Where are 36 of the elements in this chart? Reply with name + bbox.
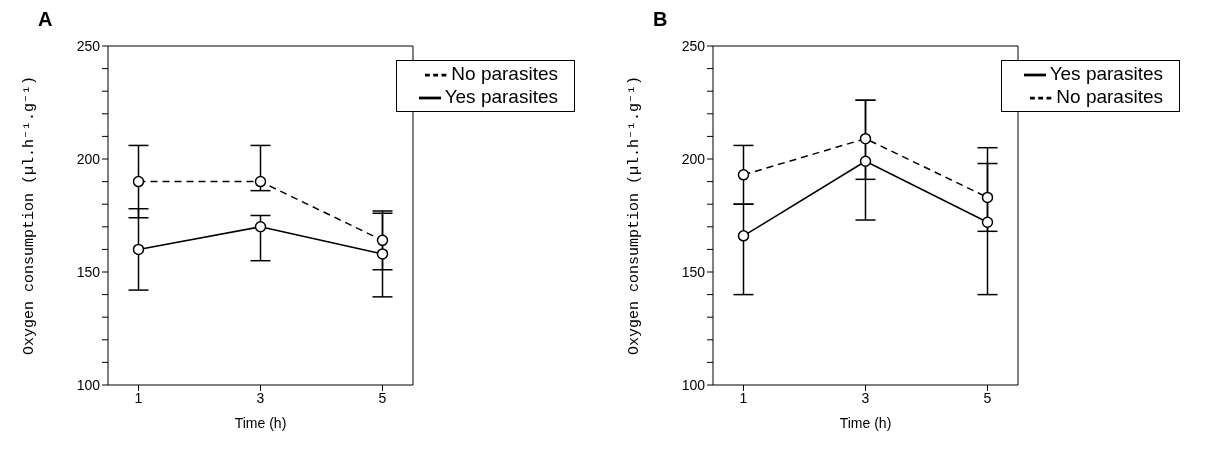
chart-title: A xyxy=(38,8,54,30)
chart-title: B xyxy=(653,8,669,30)
y-tick-label: 150 xyxy=(681,263,706,280)
point xyxy=(254,175,267,188)
point xyxy=(859,132,872,145)
x-tick-label: 1 xyxy=(134,389,143,406)
y-tick-label: 250 xyxy=(681,37,706,54)
point xyxy=(132,243,145,256)
point xyxy=(737,169,750,181)
point xyxy=(737,230,750,242)
legend-label: Yes parasites xyxy=(444,85,558,107)
x-axis-title: Time (h) xyxy=(234,415,287,431)
y-tick-label: 100 xyxy=(76,376,101,393)
y-tick-label: 200 xyxy=(76,150,101,167)
y-tick-label: 150 xyxy=(76,263,101,280)
y-tick-label: 100 xyxy=(681,376,706,393)
y-axis-title: Oxygen consumption (µl.h⁻¹.g⁻¹) xyxy=(21,75,39,356)
legend-label: No parasites xyxy=(1056,85,1163,107)
point xyxy=(981,216,994,229)
point xyxy=(859,155,872,168)
x-tick-label: 3 xyxy=(256,389,265,406)
point xyxy=(254,221,267,233)
x-tick-label: 1 xyxy=(739,389,748,406)
legend-label: No parasites xyxy=(451,63,558,84)
x-tick-label: 5 xyxy=(378,389,387,406)
y-axis-title: Oxygen consumption (µl.h⁻¹.g⁻¹) xyxy=(626,75,644,356)
x-axis-title: Time (h) xyxy=(839,415,892,431)
point xyxy=(981,191,994,204)
x-tick-label: 5 xyxy=(983,389,992,406)
x-tick-label: 3 xyxy=(861,389,870,406)
point xyxy=(376,248,389,260)
point xyxy=(376,234,389,247)
legend-label: Yes parasites xyxy=(1049,63,1163,84)
point xyxy=(132,175,145,188)
y-tick-label: 250 xyxy=(76,37,101,54)
y-tick-label: 200 xyxy=(681,150,706,167)
